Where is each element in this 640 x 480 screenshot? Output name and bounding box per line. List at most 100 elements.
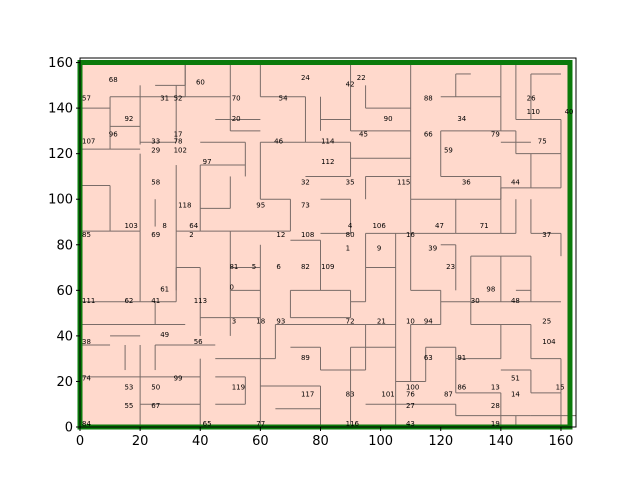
room-label: 54 <box>279 94 288 102</box>
room-label: 22 <box>357 74 366 82</box>
room-label: 101 <box>381 390 394 398</box>
x-tick-label: 60 <box>252 434 269 449</box>
room-label: 25 <box>542 318 551 326</box>
room-label: 70 <box>232 94 241 102</box>
room-label: 45 <box>359 131 368 139</box>
y-axis-ticks: 0 20 40 60 80 100 120 140 160 <box>48 56 80 436</box>
room-label: 64 <box>189 222 198 230</box>
room-label: 84 <box>82 420 91 428</box>
room-label: 83 <box>346 390 355 398</box>
room-label: 6 <box>276 263 281 271</box>
room-label: 10 <box>406 318 415 326</box>
room-label: 89 <box>301 354 310 362</box>
room-label: 59 <box>444 147 453 155</box>
room-label: 21 <box>377 318 386 326</box>
room-label: 60 <box>196 78 205 86</box>
room-label: 66 <box>424 131 433 139</box>
room-label: 63 <box>424 354 433 362</box>
y-tick-label: 140 <box>48 102 73 117</box>
room-label: 111 <box>82 297 95 305</box>
room-label: 2 <box>189 231 193 239</box>
room-label: 47 <box>435 222 444 230</box>
y-tick-label: 120 <box>48 147 73 162</box>
x-tick-label: 20 <box>132 434 149 449</box>
room-label: 91 <box>457 354 466 362</box>
room-label: 78 <box>174 138 183 146</box>
room-label: 73 <box>301 201 310 209</box>
room-label: 99 <box>174 374 183 382</box>
y-tick-label: 0 <box>65 421 73 436</box>
room-label: 93 <box>276 318 285 326</box>
room-label: 92 <box>124 115 133 123</box>
room-label: 34 <box>457 115 466 123</box>
room-label: 74 <box>82 374 91 382</box>
x-tick-label: 100 <box>368 434 393 449</box>
room-label: 33 <box>151 138 160 146</box>
room-label: 65 <box>203 420 212 428</box>
room-label: 98 <box>486 286 495 294</box>
room-label: 103 <box>124 222 137 230</box>
room-label: 94 <box>424 318 433 326</box>
room-label: 52 <box>174 94 183 102</box>
room-label: 50 <box>151 384 160 392</box>
room-label: 0 <box>229 283 233 291</box>
y-tick-label: 20 <box>56 375 73 390</box>
x-tick-label: 0 <box>76 434 84 449</box>
room-label: 27 <box>406 402 415 410</box>
floor-area <box>80 62 570 428</box>
room-label: 35 <box>346 179 355 187</box>
room-label: 38 <box>82 338 91 346</box>
room-label: 106 <box>372 222 386 230</box>
room-label: 39 <box>428 245 437 253</box>
room-label: 4 <box>348 222 353 230</box>
x-tick-label: 80 <box>312 434 329 449</box>
room-label: 31 <box>160 94 169 102</box>
room-label: 3 <box>232 318 236 326</box>
room-label: 90 <box>384 115 393 123</box>
room-label: 79 <box>491 131 500 139</box>
room-label: 17 <box>174 131 183 139</box>
floor-fill-layer <box>80 62 570 428</box>
room-label: 44 <box>511 179 520 187</box>
room-label: 40 <box>565 108 574 116</box>
y-tick-label: 160 <box>48 56 73 71</box>
room-label: 109 <box>321 263 334 271</box>
room-label: 97 <box>203 158 212 166</box>
room-label: 81 <box>229 263 238 271</box>
room-label: 19 <box>491 420 500 428</box>
room-label: 77 <box>256 420 265 428</box>
room-label: 24 <box>301 74 310 82</box>
room-label: 28 <box>491 402 500 410</box>
room-label: 29 <box>151 147 160 155</box>
room-label: 110 <box>527 108 540 116</box>
room-label: 23 <box>446 263 455 271</box>
room-label: 107 <box>82 138 95 146</box>
room-label: 20 <box>232 115 241 123</box>
room-label: 36 <box>462 179 471 187</box>
room-label: 43 <box>406 420 415 428</box>
room-label: 46 <box>274 138 283 146</box>
room-label: 114 <box>321 138 335 146</box>
room-label: 41 <box>151 297 160 305</box>
room-label: 15 <box>556 384 565 392</box>
room-label: 58 <box>151 179 160 187</box>
room-label: 26 <box>527 94 536 102</box>
room-label: 108 <box>301 231 314 239</box>
room-label: 69 <box>151 231 160 239</box>
room-label: 5 <box>252 263 256 271</box>
y-tick-label: 100 <box>48 193 73 208</box>
room-label: 1 <box>346 245 350 253</box>
room-label: 75 <box>538 138 547 146</box>
room-label: 87 <box>444 390 453 398</box>
room-label: 12 <box>276 231 285 239</box>
x-tick-label: 140 <box>488 434 513 449</box>
room-label: 119 <box>232 384 245 392</box>
room-label: 86 <box>457 384 466 392</box>
room-label: 117 <box>301 390 314 398</box>
axes-frame <box>79 57 577 428</box>
x-tick-label: 160 <box>549 434 574 449</box>
room-label: 16 <box>406 231 415 239</box>
room-label: 72 <box>346 318 355 326</box>
